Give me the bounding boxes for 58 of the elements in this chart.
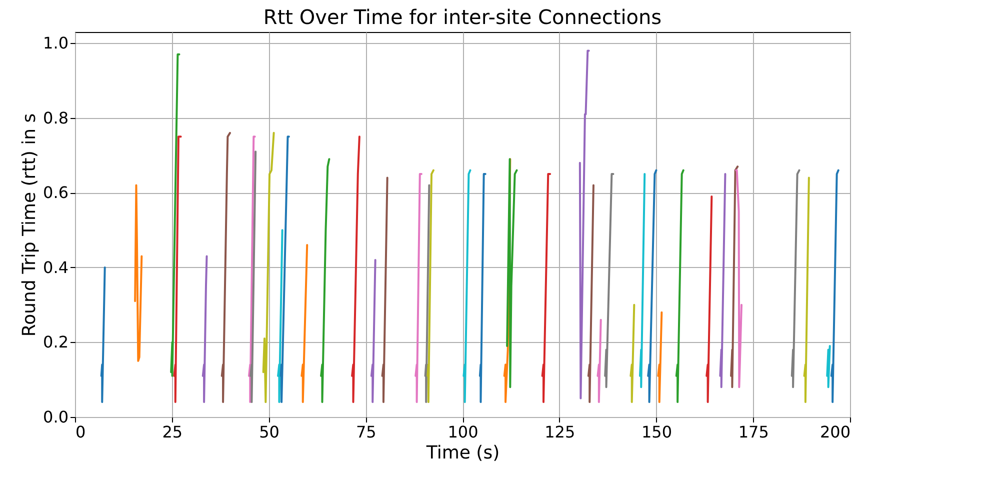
line-series	[735, 169, 742, 388]
line-series	[719, 173, 726, 388]
chart-title: Rtt Over Time for inter-site Connections	[263, 5, 662, 29]
line-series	[675, 169, 684, 404]
line-series	[202, 255, 208, 404]
line-series	[478, 173, 486, 404]
line-series	[381, 176, 388, 404]
x-tick-label: 50	[259, 422, 280, 442]
line-series	[578, 50, 590, 400]
x-tick-label: 125	[544, 422, 576, 442]
line-series	[706, 195, 713, 404]
line-series	[424, 184, 430, 404]
line-series	[657, 311, 663, 404]
x-tick-label: 75	[356, 422, 376, 442]
y-tick-label: 0.4	[43, 258, 68, 277]
line-series	[100, 266, 106, 404]
line-series	[541, 173, 552, 404]
line-series	[803, 176, 810, 404]
x-tick-label: 25	[162, 422, 183, 442]
x-tick-label: 100	[448, 422, 478, 442]
y-tick-label: 1.0	[43, 34, 68, 53]
line-series	[630, 304, 636, 404]
line-series	[134, 184, 143, 362]
y-tick-label: 0.0	[43, 408, 68, 426]
x-tick-label: 0	[76, 422, 86, 442]
line-series	[370, 259, 376, 404]
line-series	[830, 169, 840, 404]
y-axis-title: Round Trip Time (rtt) in s	[19, 113, 40, 337]
y-tick-label: 0.6	[43, 183, 68, 202]
line-series	[173, 136, 182, 404]
line-series	[462, 169, 472, 404]
y-tick-label: 0.2	[43, 332, 68, 352]
line-series	[262, 132, 275, 404]
line-series	[414, 173, 422, 404]
line-series	[587, 184, 594, 404]
x-tick-label: 150	[641, 422, 672, 442]
line-series	[426, 169, 434, 404]
line-series	[790, 169, 800, 388]
x-tick-label: 175	[738, 422, 769, 442]
line-series	[248, 136, 256, 404]
line-series	[277, 229, 284, 404]
line-series	[506, 158, 518, 388]
line-series	[647, 169, 658, 404]
line-series	[351, 136, 360, 404]
x-tick-label: 200	[820, 422, 850, 442]
line-series	[280, 136, 290, 404]
line-series	[638, 173, 646, 388]
line-series	[730, 166, 739, 388]
line-series	[220, 132, 231, 404]
line-series	[604, 173, 614, 388]
x-axis-title: Time (s)	[425, 442, 500, 464]
line-series	[300, 244, 308, 404]
line-series	[170, 53, 180, 377]
y-tick-label: 0.8	[43, 108, 68, 128]
line-series	[320, 158, 330, 404]
line-series	[596, 318, 602, 404]
line-series	[250, 150, 257, 404]
line-series	[826, 344, 831, 388]
